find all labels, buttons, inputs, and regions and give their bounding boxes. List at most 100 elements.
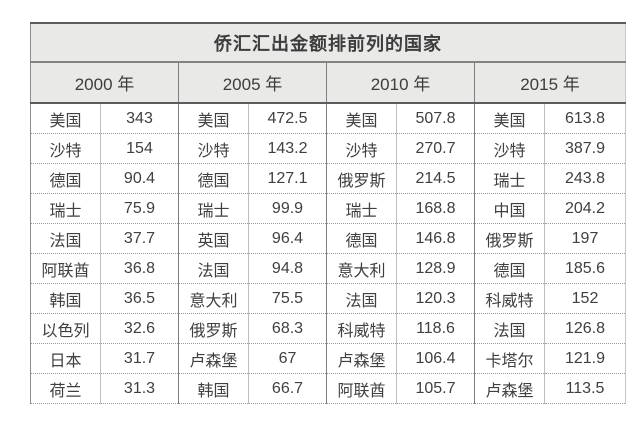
value-cell: 146.8 — [396, 223, 475, 254]
country-cell: 科威特 — [474, 283, 545, 314]
value-cell: 75.5 — [248, 283, 327, 314]
value-cell: 152 — [544, 283, 626, 314]
country-cell: 法国 — [178, 253, 249, 284]
country-cell: 美国 — [178, 103, 249, 134]
table-row: 美国 343 美国 472.5 美国 507.8 美国 613.8 — [30, 103, 626, 134]
year-header-2000: 2000 年 — [30, 62, 179, 104]
country-cell: 瑞士 — [178, 193, 249, 224]
value-cell: 128.9 — [396, 253, 475, 284]
country-cell: 沙特 — [30, 133, 101, 164]
country-cell: 日本 — [30, 343, 101, 374]
table-row: 瑞士 75.9 瑞士 99.9 瑞士 168.8 中国 204.2 — [30, 193, 626, 224]
value-cell: 121.9 — [544, 343, 626, 374]
value-cell: 32.6 — [100, 313, 179, 344]
country-cell: 德国 — [30, 163, 101, 194]
country-cell: 德国 — [178, 163, 249, 194]
country-cell: 法国 — [30, 223, 101, 254]
table-body: 美国 343 美国 472.5 美国 507.8 美国 613.8 沙特 154 沙特 143.2 沙特… — [30, 103, 626, 404]
country-cell: 德国 — [474, 253, 545, 284]
value-cell: 270.7 — [396, 133, 475, 164]
table-row: 德国 90.4 德国 127.1 俄罗斯 214.5 瑞士 243.8 — [30, 163, 626, 194]
country-cell: 法国 — [474, 313, 545, 344]
year-header-2010: 2010 年 — [326, 62, 475, 104]
year-header-row: 2000 年 2005 年 2010 年 2015 年 — [30, 62, 626, 104]
value-cell: 472.5 — [248, 103, 327, 134]
value-cell: 168.8 — [396, 193, 475, 224]
country-cell: 卡塔尔 — [474, 343, 545, 374]
value-cell: 185.6 — [544, 253, 626, 284]
value-cell: 106.4 — [396, 343, 475, 374]
remittance-table: 侨汇汇出金额排前列的国家 2000 年 2005 年 2010 年 2015 年 美国… — [30, 22, 626, 404]
country-cell: 沙特 — [326, 133, 397, 164]
value-cell: 99.9 — [248, 193, 327, 224]
country-cell: 阿联酋 — [30, 253, 101, 284]
country-cell: 沙特 — [474, 133, 545, 164]
value-cell: 204.2 — [544, 193, 626, 224]
value-cell: 31.3 — [100, 373, 179, 404]
value-cell: 613.8 — [544, 103, 626, 134]
country-cell: 瑞士 — [30, 193, 101, 224]
country-cell: 美国 — [474, 103, 545, 134]
country-cell: 美国 — [326, 103, 397, 134]
country-cell: 英国 — [178, 223, 249, 254]
country-cell: 沙特 — [178, 133, 249, 164]
value-cell: 507.8 — [396, 103, 475, 134]
value-cell: 105.7 — [396, 373, 475, 404]
country-cell: 美国 — [30, 103, 101, 134]
table-row: 沙特 154 沙特 143.2 沙特 270.7 沙特 387.9 — [30, 133, 626, 164]
table-row: 以色列 32.6 俄罗斯 68.3 科威特 118.6 法国 126.8 — [30, 313, 626, 344]
value-cell: 343 — [100, 103, 179, 134]
country-cell: 卢森堡 — [474, 373, 545, 404]
value-cell: 36.8 — [100, 253, 179, 284]
country-cell: 瑞士 — [326, 193, 397, 224]
value-cell: 154 — [100, 133, 179, 164]
table-row: 法国 37.7 英国 96.4 德国 146.8 俄罗斯 197 — [30, 223, 626, 254]
value-cell: 96.4 — [248, 223, 327, 254]
country-cell: 意大利 — [326, 253, 397, 284]
value-cell: 243.8 — [544, 163, 626, 194]
value-cell: 120.3 — [396, 283, 475, 314]
country-cell: 俄罗斯 — [326, 163, 397, 194]
country-cell: 德国 — [326, 223, 397, 254]
country-cell: 法国 — [326, 283, 397, 314]
country-cell: 中国 — [474, 193, 545, 224]
country-cell: 俄罗斯 — [178, 313, 249, 344]
value-cell: 75.9 — [100, 193, 179, 224]
value-cell: 197 — [544, 223, 626, 254]
value-cell: 126.8 — [544, 313, 626, 344]
country-cell: 意大利 — [178, 283, 249, 314]
country-cell: 瑞士 — [474, 163, 545, 194]
value-cell: 113.5 — [544, 373, 626, 404]
table-row: 韩国 36.5 意大利 75.5 法国 120.3 科威特 152 — [30, 283, 626, 314]
value-cell: 66.7 — [248, 373, 327, 404]
country-cell: 韩国 — [30, 283, 101, 314]
country-cell: 以色列 — [30, 313, 101, 344]
value-cell: 143.2 — [248, 133, 327, 164]
value-cell: 94.8 — [248, 253, 327, 284]
value-cell: 387.9 — [544, 133, 626, 164]
value-cell: 31.7 — [100, 343, 179, 374]
table-row: 荷兰 31.3 韩国 66.7 阿联酋 105.7 卢森堡 113.5 — [30, 373, 626, 404]
table-row: 阿联酋 36.8 法国 94.8 意大利 128.9 德国 185.6 — [30, 253, 626, 284]
value-cell: 37.7 — [100, 223, 179, 254]
country-cell: 卢森堡 — [326, 343, 397, 374]
value-cell: 118.6 — [396, 313, 475, 344]
value-cell: 214.5 — [396, 163, 475, 194]
value-cell: 67 — [248, 343, 327, 374]
country-cell: 科威特 — [326, 313, 397, 344]
table-row: 日本 31.7 卢森堡 67 卢森堡 106.4 卡塔尔 121.9 — [30, 343, 626, 374]
country-cell: 俄罗斯 — [474, 223, 545, 254]
value-cell: 36.5 — [100, 283, 179, 314]
country-cell: 韩国 — [178, 373, 249, 404]
year-header-2005: 2005 年 — [178, 62, 327, 104]
value-cell: 68.3 — [248, 313, 327, 344]
country-cell: 卢森堡 — [178, 343, 249, 374]
value-cell: 90.4 — [100, 163, 179, 194]
value-cell: 127.1 — [248, 163, 327, 194]
table-title: 侨汇汇出金额排前列的国家 — [30, 22, 626, 63]
year-header-2015: 2015 年 — [474, 62, 626, 104]
country-cell: 阿联酋 — [326, 373, 397, 404]
table-title-row: 侨汇汇出金额排前列的国家 — [30, 22, 626, 63]
country-cell: 荷兰 — [30, 373, 101, 404]
